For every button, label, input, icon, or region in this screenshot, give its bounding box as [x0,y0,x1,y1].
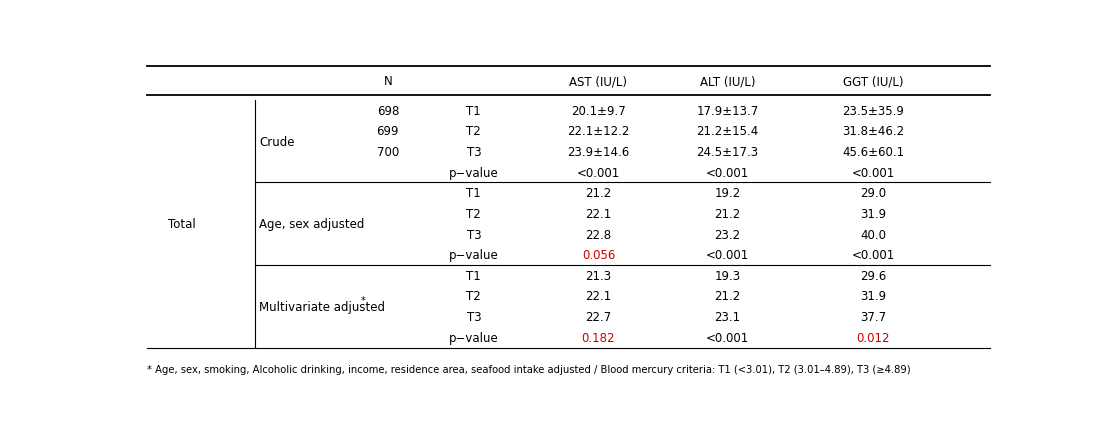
Text: 0.056: 0.056 [582,249,615,262]
Text: 698: 698 [377,104,399,117]
Text: 17.9±13.7: 17.9±13.7 [696,104,759,117]
Text: 20.1±9.7: 20.1±9.7 [571,104,625,117]
Text: 22.8: 22.8 [586,228,611,241]
Text: 29.0: 29.0 [861,187,886,200]
Text: 31.9: 31.9 [861,207,886,220]
Text: 23.5±35.9: 23.5±35.9 [843,104,905,117]
Text: 21.3: 21.3 [586,269,611,282]
Text: 23.1: 23.1 [714,310,741,323]
Text: AST (IU/L): AST (IU/L) [569,75,628,88]
Text: <0.001: <0.001 [705,166,749,179]
Text: GGT (IU/L): GGT (IU/L) [843,75,904,88]
Text: T3: T3 [467,228,481,241]
Text: 21.2±15.4: 21.2±15.4 [696,125,759,138]
Text: T3: T3 [467,145,481,158]
Text: 21.2: 21.2 [586,187,611,200]
Text: <0.001: <0.001 [577,166,620,179]
Text: 21.2: 21.2 [714,290,741,303]
Text: 19.2: 19.2 [714,187,741,200]
Text: T1: T1 [467,104,481,117]
Text: <0.001: <0.001 [705,331,749,344]
Text: 40.0: 40.0 [861,228,886,241]
Text: T2: T2 [467,290,481,303]
Text: Crude: Crude [258,135,295,148]
Text: 0.182: 0.182 [582,331,615,344]
Text: ALT (IU/L): ALT (IU/L) [700,75,755,88]
Text: N: N [384,75,393,88]
Text: Total: Total [167,218,195,230]
Text: 29.6: 29.6 [861,269,886,282]
Text: p−value: p−value [449,166,499,179]
Text: T1: T1 [467,269,481,282]
Text: 22.1: 22.1 [586,290,611,303]
Text: 700: 700 [377,145,399,158]
Text: p−value: p−value [449,249,499,262]
Text: 23.2: 23.2 [714,228,741,241]
Text: T2: T2 [467,207,481,220]
Text: 22.1±12.2: 22.1±12.2 [568,125,630,138]
Text: p−value: p−value [449,331,499,344]
Text: 22.1: 22.1 [586,207,611,220]
Text: 31.9: 31.9 [861,290,886,303]
Text: 22.7: 22.7 [586,310,611,323]
Text: 0.012: 0.012 [857,331,891,344]
Text: 23.9±14.6: 23.9±14.6 [568,145,630,158]
Text: 37.7: 37.7 [861,310,886,323]
Text: Multivariate adjusted: Multivariate adjusted [258,300,385,313]
Text: 45.6±60.1: 45.6±60.1 [843,145,905,158]
Text: 24.5±17.3: 24.5±17.3 [696,145,759,158]
Text: Age, sex adjusted: Age, sex adjusted [258,218,365,230]
Text: T3: T3 [467,310,481,323]
Text: T2: T2 [467,125,481,138]
Text: 699: 699 [377,125,399,138]
Text: *: * [360,296,365,306]
Text: 19.3: 19.3 [714,269,741,282]
Text: * Age, sex, smoking, Alcoholic drinking, income, residence area, seafood intake : * Age, sex, smoking, Alcoholic drinking,… [147,365,910,375]
Text: <0.001: <0.001 [852,249,895,262]
Text: 31.8±46.2: 31.8±46.2 [843,125,905,138]
Text: <0.001: <0.001 [705,249,749,262]
Text: <0.001: <0.001 [852,166,895,179]
Text: T1: T1 [467,187,481,200]
Text: 21.2: 21.2 [714,207,741,220]
